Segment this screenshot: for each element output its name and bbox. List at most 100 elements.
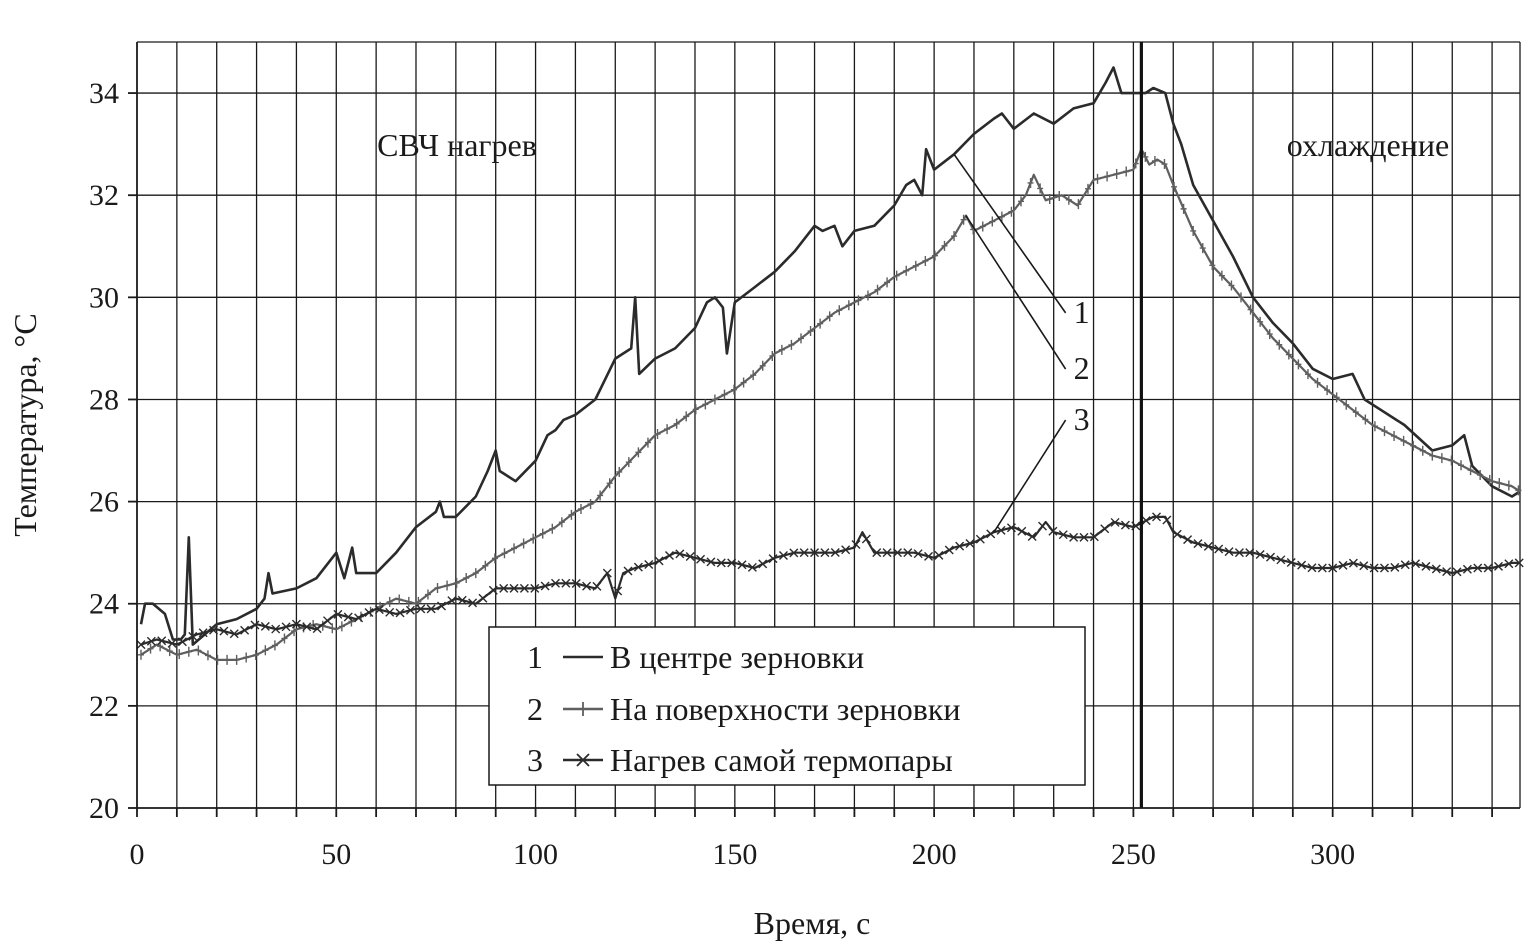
series-2-point — [731, 384, 738, 395]
series-2-point — [874, 284, 881, 295]
series-2-point — [845, 300, 852, 311]
series-3-point — [1120, 520, 1130, 530]
y-tick-label: 34 — [89, 77, 119, 110]
series-3-point — [219, 626, 229, 636]
series-3-point — [1483, 563, 1493, 573]
series-3-point — [209, 625, 219, 635]
series-2-point — [864, 290, 871, 301]
series-3-point — [861, 534, 871, 544]
series-2-point — [224, 654, 231, 665]
series-2-point — [836, 305, 843, 316]
series-2-point — [1027, 177, 1034, 188]
series-2-point — [750, 370, 757, 381]
series-3-point — [696, 554, 706, 564]
series-2-point — [1104, 171, 1111, 182]
series-3-point — [592, 581, 602, 591]
series-3-point — [955, 541, 965, 551]
series-2-point — [597, 490, 604, 501]
series-2-point — [1161, 159, 1168, 170]
series-2-point — [386, 596, 393, 607]
series-3-point — [789, 548, 799, 558]
series-layer — [136, 66, 1524, 665]
series-3-point — [706, 557, 716, 567]
series-2-point — [1515, 485, 1522, 496]
series-2-point — [1209, 260, 1216, 271]
series-3-point — [240, 625, 250, 635]
series-3-point — [1473, 563, 1483, 573]
series-3-point — [1400, 560, 1410, 570]
series-3-point — [758, 559, 768, 569]
series-3-point — [1141, 516, 1151, 526]
series-3-point — [499, 583, 509, 593]
series-2-point — [568, 509, 575, 520]
series-3-point — [851, 540, 861, 549]
series-2-point — [1343, 399, 1350, 410]
series-3-point — [737, 560, 747, 570]
series-2-point — [683, 411, 690, 422]
series-3-point — [416, 604, 426, 614]
series-3-point — [934, 550, 944, 560]
series-2-point — [453, 577, 460, 588]
series-2-point — [692, 404, 699, 415]
series-3-point — [167, 638, 177, 648]
series-2-point — [1333, 392, 1340, 403]
y-axis-title: Температура, °С — [7, 313, 43, 536]
series-3-point — [260, 621, 270, 631]
series-2-point — [262, 645, 269, 656]
series-2-point — [1218, 270, 1225, 281]
legend-item-1: 1 В центре зерновки — [527, 639, 864, 675]
series-2-point — [606, 478, 613, 489]
series-3-point — [986, 529, 996, 539]
series-2-point — [635, 447, 642, 458]
y-tick-label: 24 — [89, 588, 119, 621]
legend: 1 В центре зерновки 2 На поверхности зер… — [488, 626, 1086, 786]
series-3-point — [1172, 529, 1182, 539]
series-3-point — [1038, 521, 1048, 531]
series-2-point — [1113, 168, 1120, 179]
series-2-point — [166, 646, 173, 657]
series-3-point — [1100, 524, 1110, 534]
series-3-point — [457, 595, 467, 605]
series-2-point — [1362, 414, 1369, 425]
series-2-point — [644, 437, 651, 448]
series-2-point — [147, 643, 154, 654]
series-2-point — [721, 389, 728, 400]
series-2-point — [1238, 292, 1245, 303]
series-2-point — [951, 231, 958, 242]
series-3-point — [1297, 560, 1307, 570]
series-3-point — [892, 548, 902, 558]
series-2-point — [472, 568, 479, 579]
series-3-point — [1431, 564, 1441, 574]
callout-leader-2 — [965, 215, 1067, 370]
series-3-point — [778, 551, 788, 561]
series-2-point — [884, 277, 891, 288]
series-3-point — [1027, 532, 1037, 542]
series-3-point — [1058, 530, 1068, 540]
series-3-point — [1390, 562, 1400, 572]
series-2-point — [1458, 460, 1465, 471]
series-1-line — [139, 66, 1521, 646]
series-3-point — [1193, 539, 1203, 549]
series-2-point — [185, 646, 192, 657]
legend-item-2: 2 На поверхности зерновки — [527, 691, 961, 727]
series-2-point — [530, 533, 537, 544]
series-3-point — [426, 604, 436, 614]
series-2-point — [1247, 304, 1254, 315]
callout-leader-1 — [953, 153, 1067, 314]
series-2-point — [549, 523, 556, 534]
series-2-point — [1285, 349, 1292, 360]
series-2-point — [1429, 450, 1436, 461]
series-3-point — [996, 525, 1006, 535]
series-3-point — [799, 548, 809, 558]
series-3-point — [1442, 567, 1452, 577]
series-2-point — [740, 377, 747, 388]
series-3-point — [1276, 555, 1286, 565]
series-2-point — [826, 311, 833, 322]
x-tick-label: 150 — [712, 838, 757, 871]
series-3-point — [944, 545, 954, 555]
series-3-point — [1255, 550, 1265, 559]
series-3-point — [1421, 561, 1431, 571]
y-tick-label: 28 — [89, 383, 119, 416]
series-3-point — [312, 624, 322, 634]
region-label-cooling: охлаждение — [1287, 127, 1449, 163]
